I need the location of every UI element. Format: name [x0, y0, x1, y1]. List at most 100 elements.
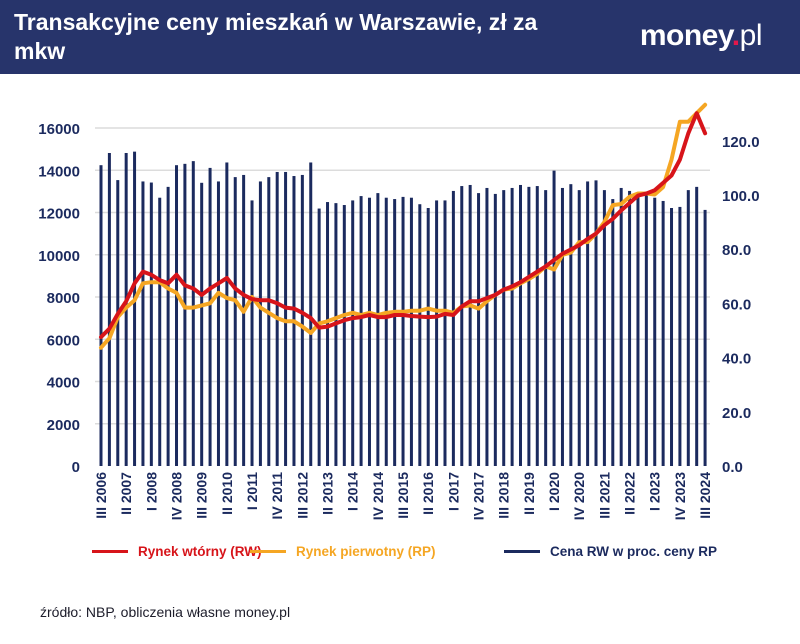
bar [242, 174, 246, 467]
x-tick-label: IV 2011 [269, 472, 285, 520]
bar [99, 165, 103, 466]
bar [401, 196, 405, 466]
bar [384, 197, 388, 466]
bar [418, 204, 422, 467]
bar [133, 151, 137, 466]
left-tick-label: 6000 [47, 332, 80, 349]
right-tick-label: 20.0 [722, 405, 751, 422]
x-tick-label: II 2019 [521, 472, 537, 515]
bar [653, 197, 657, 466]
x-tick-label: IV 2008 [169, 472, 185, 520]
bar [393, 199, 397, 466]
legend-label-ratio: Cena RW w proc. ceny RP [550, 544, 718, 559]
bar [175, 165, 179, 466]
x-tick-label: II 2013 [320, 472, 336, 515]
bar [258, 181, 262, 466]
bar [644, 195, 648, 466]
x-tick-label: I 2017 [445, 472, 461, 511]
header-band: Transakcyjne ceny mieszkań w Warszawie, … [0, 0, 800, 74]
bar [250, 200, 254, 467]
x-tick-label: III 2024 [697, 472, 713, 519]
x-tick-label: III 2012 [294, 472, 310, 519]
x-tick-label: II 2016 [420, 472, 436, 515]
bar [435, 200, 439, 467]
bar [326, 202, 330, 466]
line-rynek-pierwotny [99, 102, 708, 350]
bar [695, 186, 699, 466]
bar [443, 200, 447, 467]
bar [502, 190, 506, 466]
bar [535, 186, 539, 466]
legend-swatch-rp [250, 550, 286, 553]
right-tick-label: 80.0 [722, 242, 751, 259]
bar [544, 190, 548, 466]
x-tick-label: III 2009 [194, 472, 210, 519]
right-tick-label: 60.0 [722, 296, 751, 313]
legend-swatch-ratio [504, 550, 540, 553]
money-pl-logo: money.pl [639, 19, 763, 52]
left-tick-label: 14000 [38, 163, 80, 180]
bar [670, 208, 674, 466]
bar [233, 177, 237, 466]
source-note: źródło: NBP, obliczenia własne money.pl [40, 604, 291, 620]
x-tick-label: III 2018 [496, 472, 512, 519]
left-tick-label: 10000 [38, 248, 80, 265]
bar [602, 190, 606, 466]
x-tick-label: II 2010 [219, 472, 235, 515]
x-tick-label: III 2021 [596, 472, 612, 519]
line-rynek-wtorny [99, 111, 708, 340]
bar [460, 186, 464, 466]
chart-title: Transakcyjne ceny mieszkań w Warszawie, … [14, 9, 538, 64]
bar [376, 193, 380, 466]
bar [284, 171, 288, 466]
bar [510, 187, 514, 467]
bar [636, 196, 640, 467]
left-tick-label: 2000 [47, 417, 80, 434]
bar [527, 186, 531, 466]
bar [200, 182, 204, 466]
legend: Rynek wtórny (RW) Rynek pierwotny (RP) C… [92, 544, 732, 564]
bar [107, 152, 111, 466]
left-tick-label: 12000 [38, 206, 80, 223]
bar [628, 190, 632, 466]
legend-item-rp: Rynek pierwotny (RP) [250, 544, 436, 559]
bar [661, 200, 665, 466]
bar [309, 162, 313, 467]
bar [586, 181, 590, 466]
bar [451, 190, 455, 466]
legend-swatch-rw [92, 550, 128, 553]
right-tick-label: 40.0 [722, 351, 751, 368]
bar [468, 184, 472, 466]
bar [183, 163, 187, 466]
left-tick-label: 16000 [38, 121, 80, 138]
x-tick-label: II 2022 [622, 472, 638, 515]
bar [367, 197, 371, 466]
right-tick-label: 100.0 [722, 188, 760, 205]
left-tick-label: 8000 [47, 290, 80, 307]
left-tick-label: 4000 [47, 375, 80, 392]
legend-label-rp: Rynek pierwotny (RP) [296, 544, 436, 559]
right-tick-label: 0.0 [722, 459, 743, 476]
legend-label-rw: Rynek wtórny (RW) [138, 544, 262, 559]
x-tick-label: III 2015 [395, 472, 411, 519]
bar [166, 186, 170, 466]
x-tick-label: I 2020 [546, 472, 562, 511]
x-tick-label: I 2011 [244, 472, 260, 510]
bar [149, 182, 153, 466]
bar [619, 187, 623, 467]
bar [426, 208, 430, 466]
bar [703, 209, 707, 466]
x-tick-label: I 2023 [647, 472, 663, 511]
bar [158, 197, 162, 466]
bar [359, 196, 363, 467]
bar [409, 197, 413, 466]
bar [116, 180, 120, 466]
bar [560, 187, 564, 467]
bar [485, 187, 489, 467]
bar [267, 177, 271, 466]
bar [493, 193, 497, 466]
bar [317, 208, 321, 467]
bar [594, 180, 598, 466]
bar [191, 161, 195, 466]
